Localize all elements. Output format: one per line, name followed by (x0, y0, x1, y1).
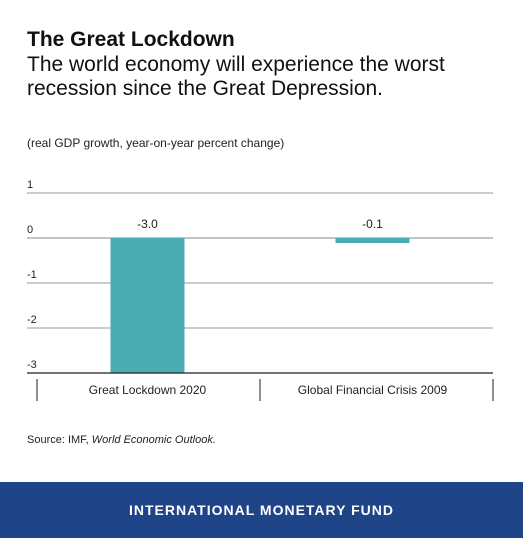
data-label: -0.1 (362, 217, 383, 231)
source-note: Source: IMF, World Economic Outlook. (27, 434, 216, 446)
y-tick-label: -3 (27, 359, 37, 371)
footer-bar: INTERNATIONAL MONETARY FUND (0, 482, 523, 538)
y-tick-labels: 1 0 -1 -2 -3 (27, 179, 37, 371)
chart-subtitle: The world economy will experience the wo… (27, 53, 445, 100)
bar (110, 238, 185, 373)
chart-title: The Great Lockdown (27, 28, 235, 51)
source-publication: World Economic Outlook. (91, 434, 216, 446)
source-prefix: Source: IMF, (27, 434, 92, 446)
category-labels: Great Lockdown 2020 Global Financial Cris… (89, 383, 448, 397)
y-tick-label: 1 (27, 179, 33, 191)
gridlines (27, 192, 493, 329)
data-labels: -3.0 -0.1 (137, 217, 383, 231)
bar (335, 238, 410, 243)
org-name: INTERNATIONAL MONETARY FUND (129, 502, 394, 518)
units-note: (real GDP growth, year-on-year percent c… (27, 136, 285, 150)
bar-chart: 1 0 -1 -2 -3 -3.0 -0.1 Great Lockdown 2020 Glo… (27, 179, 494, 401)
y-tick-label: 0 (27, 224, 33, 236)
x-axis (27, 372, 494, 401)
y-tick-label: -1 (27, 269, 37, 281)
category-label: Global Financial Crisis 2009 (298, 383, 448, 397)
category-label: Great Lockdown 2020 (89, 383, 207, 397)
data-label: -3.0 (137, 217, 158, 231)
bars (110, 238, 410, 373)
y-tick-label: -2 (27, 314, 37, 326)
